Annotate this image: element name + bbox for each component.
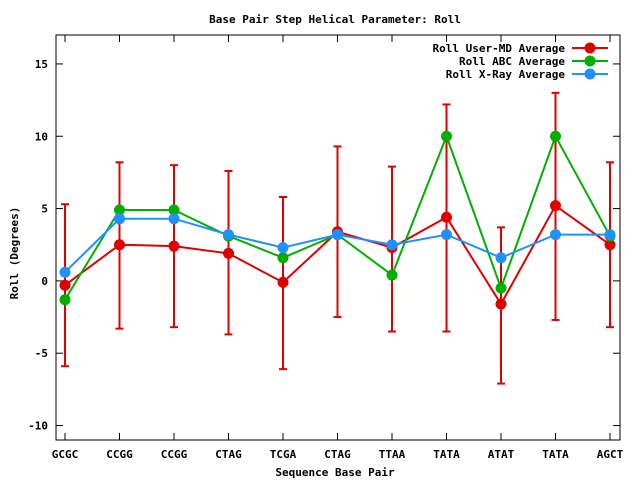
data-point bbox=[223, 247, 234, 259]
data-point bbox=[441, 211, 452, 223]
data-point bbox=[277, 252, 289, 264]
x-tick-label: TATA bbox=[542, 448, 569, 461]
legend-label: Roll User-MD Average bbox=[433, 42, 566, 55]
x-tick-label: CCGG bbox=[106, 448, 133, 461]
legend-label: Roll ABC Average bbox=[459, 55, 565, 68]
data-point bbox=[550, 200, 561, 212]
data-point bbox=[59, 279, 71, 291]
data-point bbox=[277, 276, 289, 288]
x-tick-label: GCGC bbox=[52, 448, 79, 461]
x-tick-label: CTAG bbox=[324, 448, 351, 461]
chart-title: Base Pair Step Helical Parameter: Roll bbox=[209, 13, 461, 26]
y-tick-label: -5 bbox=[35, 347, 48, 360]
y-tick-label: 15 bbox=[35, 58, 48, 71]
y-tick-label: 0 bbox=[41, 275, 48, 288]
data-point bbox=[386, 269, 398, 281]
legend-marker bbox=[584, 55, 596, 67]
error-bars bbox=[61, 91, 614, 385]
data-point bbox=[332, 229, 343, 241]
x-tick-label: TCGA bbox=[270, 448, 297, 461]
x-tick-label: ATAT bbox=[488, 448, 515, 461]
x-tick-label: TTAA bbox=[379, 448, 406, 461]
y-tick-label: 5 bbox=[41, 203, 48, 216]
data-point bbox=[59, 266, 71, 278]
data-point bbox=[441, 130, 452, 142]
data-point bbox=[114, 239, 125, 251]
y-tick-label: 10 bbox=[35, 130, 48, 143]
data-point bbox=[441, 229, 452, 241]
y-axis-label: Roll (Degrees) bbox=[8, 207, 21, 300]
x-tick-label: TATA bbox=[433, 448, 460, 461]
data-point bbox=[386, 239, 398, 251]
x-axis-label: Sequence Base Pair bbox=[275, 466, 395, 479]
data-point bbox=[114, 213, 125, 225]
data-point bbox=[277, 242, 289, 254]
data-point bbox=[168, 204, 180, 216]
data-point bbox=[550, 130, 561, 142]
data-point bbox=[114, 204, 125, 216]
legend-marker bbox=[584, 42, 596, 54]
x-tick-label: CTAG bbox=[215, 448, 242, 461]
x-tick-label: AGCT bbox=[597, 448, 624, 461]
data-point bbox=[604, 239, 616, 251]
data-point bbox=[168, 213, 180, 225]
y-tick-label: -10 bbox=[28, 420, 48, 433]
data-point bbox=[495, 298, 507, 310]
axes: -10 -5 0 5 10 15 GCGC CCGG CCGG CTAG TCGA CTAG TTAA T… bbox=[28, 34, 624, 461]
x-tick-label: CCGG bbox=[161, 448, 188, 461]
data-point bbox=[59, 294, 71, 306]
data-point bbox=[550, 229, 561, 241]
legend-marker bbox=[584, 68, 596, 80]
legend-label: Roll X-Ray Average bbox=[446, 68, 566, 81]
series bbox=[59, 130, 616, 310]
data-point bbox=[223, 229, 234, 241]
data-point bbox=[604, 229, 616, 241]
data-point bbox=[495, 252, 507, 264]
data-point bbox=[495, 282, 507, 294]
data-point bbox=[168, 240, 180, 252]
